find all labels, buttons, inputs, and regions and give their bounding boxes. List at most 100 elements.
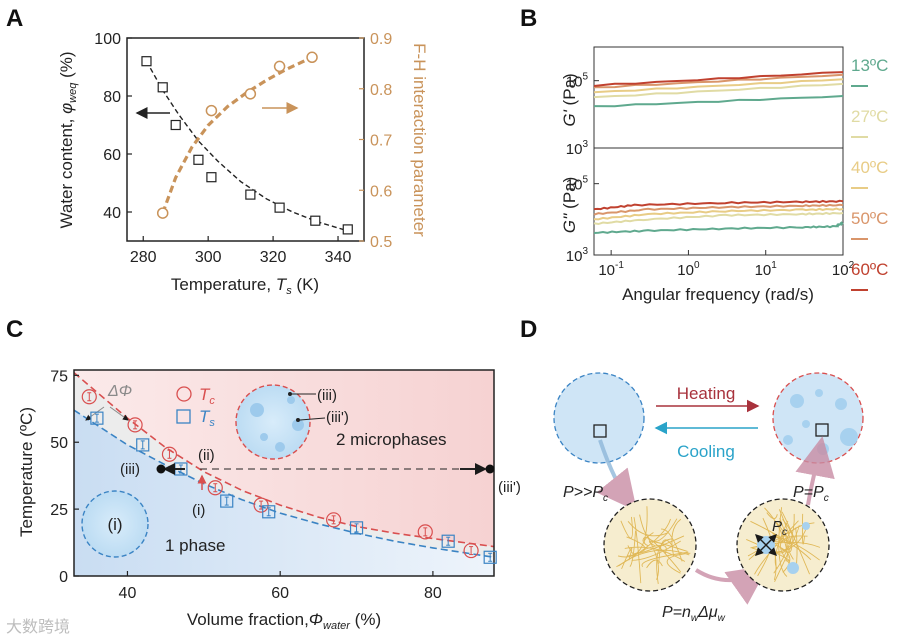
- two-phase-region: [74, 370, 494, 547]
- x-tick-label: 320: [260, 249, 287, 266]
- panel-label-c: C: [6, 316, 23, 343]
- storage-modulus-line: [593, 71, 844, 87]
- tc-fit-curve: [74, 372, 494, 548]
- chart-b: 103 105 103 105 10-1 100 101 102 G' (Pa) G'' (P…: [560, 46, 888, 304]
- droplet: [815, 389, 823, 397]
- y-left-tick-label: 40: [103, 205, 121, 222]
- y-tick-label: 103: [566, 246, 589, 265]
- x-tick-label: 100: [677, 260, 700, 279]
- ts-point: [220, 494, 234, 508]
- y-right-tick-label: 0.7: [370, 133, 392, 150]
- polymer-chain: [671, 518, 682, 557]
- storage-modulus-line: [593, 73, 844, 89]
- y-tick-label: 105: [566, 175, 589, 194]
- polymer-chain: [782, 519, 794, 551]
- droplet: [783, 435, 793, 445]
- droplet: [802, 420, 810, 428]
- y-tick-label: 25: [50, 502, 68, 519]
- polymer-chain: [795, 527, 798, 565]
- diagram-d: Heating Cooling P>>Pc P=Pc Pc P=nwΔμw: [553, 372, 864, 624]
- p-equals-pc-label: P=Pc: [793, 484, 829, 504]
- polymer-chain: [764, 507, 789, 558]
- y-right-tick-label: 0.8: [370, 82, 392, 99]
- watermark: 大数跨境: [6, 617, 70, 636]
- water-content-point: [206, 172, 217, 183]
- microphase-droplet: [287, 396, 295, 404]
- water-content-point: [342, 224, 353, 235]
- label-iii-inner: (iii): [317, 387, 337, 404]
- label-iii: (iii): [120, 461, 140, 478]
- y-left-tick-label: 80: [103, 89, 121, 106]
- y-tick-label: 105: [566, 72, 589, 91]
- polymer-chain: [773, 513, 795, 574]
- heating-label: Heating: [677, 384, 736, 403]
- delta-phi-arrow-left: [85, 406, 105, 421]
- polymer-chain: [666, 552, 691, 574]
- tc-point: [326, 512, 342, 528]
- x-tick-label: 40: [119, 585, 137, 602]
- microphase-droplet: [250, 403, 264, 417]
- fh-parameter-point: [273, 60, 286, 73]
- y-tick-label: 0: [59, 569, 68, 586]
- y-left-tick-label: 60: [103, 147, 121, 164]
- polymer-chain: [656, 538, 673, 584]
- one-phase-label: 1 phase: [165, 536, 226, 555]
- water-content-point: [157, 82, 168, 93]
- chart-b-xlabel: Angular frequency (rad/s): [622, 285, 814, 304]
- tc-point: [127, 417, 143, 433]
- tc-point: [417, 524, 433, 540]
- label-i-inner: (i): [107, 515, 122, 534]
- panel-label-d: D: [520, 316, 537, 343]
- point-iii-marker: [288, 392, 292, 396]
- polymer-chain: [778, 509, 792, 553]
- ts-fit-curve: [74, 409, 494, 559]
- panel-label-b: B: [520, 5, 537, 32]
- legend-label: 40ºC: [851, 158, 888, 177]
- label-iii-prime: (iii'): [498, 479, 521, 496]
- x-tick-label: 60: [271, 585, 289, 602]
- chart-a-ylabel-right: F-H interaction parameter: [410, 43, 429, 237]
- pressure-arrow: [755, 544, 767, 556]
- polymer-chain: [624, 546, 686, 562]
- zoom-box-right: [815, 423, 829, 437]
- legend-ts-marker: [176, 409, 191, 424]
- ts-point: [483, 550, 497, 564]
- loss-modulus-line: [593, 211, 844, 226]
- x-tick-label: 101: [755, 260, 778, 279]
- loss-modulus-line: [593, 203, 844, 216]
- ts-point: [136, 438, 150, 452]
- tc-point: [161, 446, 178, 462]
- point-iii-prime: [485, 464, 495, 474]
- fh-parameter-point: [244, 88, 257, 100]
- water-content-point: [193, 154, 204, 165]
- loss-modulus-line: [593, 221, 844, 234]
- point-iii: [156, 464, 166, 474]
- storage-modulus-line: [593, 78, 844, 94]
- x-tick-label: 80: [424, 585, 442, 602]
- chart-c-xlabel: Volume fraction,Φwater (%): [187, 610, 381, 632]
- ts-point: [90, 411, 104, 425]
- y-left-tick-label: 100: [94, 31, 121, 48]
- droplet: [802, 522, 810, 530]
- delta-phi-arrow-right: [109, 406, 129, 421]
- polymer-chain: [616, 518, 671, 568]
- panel-label-a: A: [6, 5, 23, 32]
- chart-a: 280 300 320 340 40 60 80 100 0.5 0.6 0.7 0.8 0.9 T…: [57, 31, 429, 297]
- x-tick-label: 300: [195, 249, 222, 266]
- polymer-chain: [778, 507, 788, 577]
- polymer-chain: [633, 517, 642, 584]
- chart-b-bottom-ylabel: G'' (Pa): [560, 177, 579, 234]
- tc-point: [81, 389, 97, 405]
- homogeneous-gel-bubble: [553, 372, 645, 464]
- y-right-tick-label: 0.6: [370, 183, 392, 200]
- pressure-arrow: [755, 534, 767, 546]
- chart-a-ylabel-left: Water content, φweq (%): [57, 51, 79, 228]
- loss-modulus-line: [593, 207, 844, 221]
- chart-c: 40 60 80 0 25 50 75 (i) 1 phase (iii) (iii') 2…: [17, 368, 521, 632]
- water-content-fit-curve: [145, 60, 348, 232]
- polymer-chain: [627, 535, 685, 557]
- y-tick-label: 103: [566, 139, 589, 158]
- zoom-arrow-left: [596, 439, 637, 512]
- microphase-droplet: [275, 442, 285, 452]
- y-right-tick-label: 0.9: [370, 31, 392, 48]
